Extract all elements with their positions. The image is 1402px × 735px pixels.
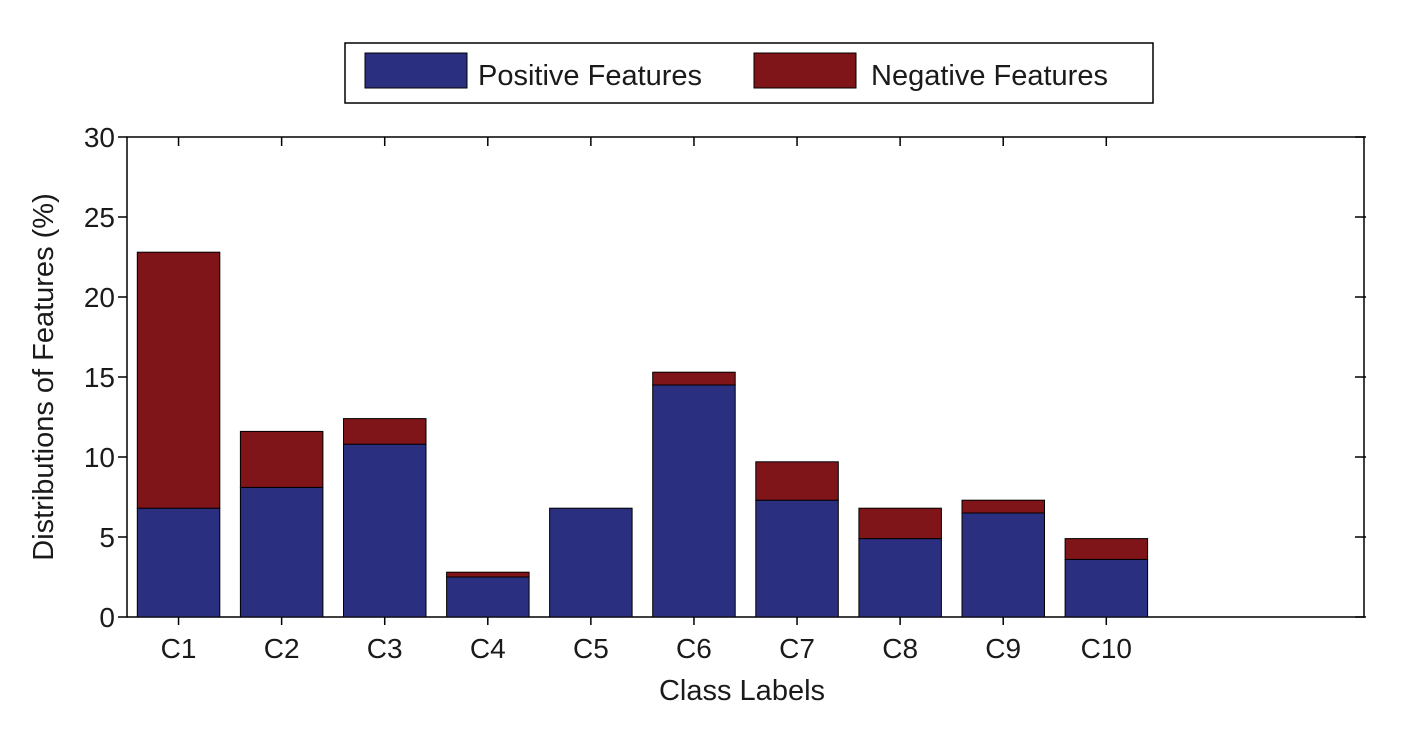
x-tick-label: C10 bbox=[1081, 633, 1132, 664]
bar-c3-negative bbox=[343, 418, 427, 445]
x-tick-label: C1 bbox=[161, 633, 197, 664]
y-tick-label: 5 bbox=[99, 522, 115, 553]
bar-c6-negative bbox=[652, 371, 736, 386]
x-tick-label: C6 bbox=[676, 633, 712, 664]
bar-c9-negative bbox=[961, 499, 1045, 514]
x-tick-labels: C1 C2 C3 C4 C5 C6 C7 C8 C9 C10 bbox=[161, 633, 1132, 664]
y-tick-label: 30 bbox=[84, 122, 115, 153]
y-tick-label: 20 bbox=[84, 282, 115, 313]
bar-c7-positive bbox=[755, 499, 839, 618]
x-tick-label: C8 bbox=[882, 633, 918, 664]
bar-c4-positive bbox=[446, 576, 530, 618]
legend-box bbox=[344, 42, 1154, 104]
x-tick-label: C9 bbox=[985, 633, 1021, 664]
bar-c5-positive bbox=[549, 507, 633, 618]
y-tick-label: 15 bbox=[84, 362, 115, 393]
bar-c4-negative bbox=[446, 571, 530, 578]
legend-swatch-negative bbox=[753, 52, 857, 89]
legend-label-negative: Negative Features bbox=[871, 60, 1108, 92]
legend-label-positive: Positive Features bbox=[478, 60, 702, 92]
x-tick-label: C3 bbox=[367, 633, 403, 664]
axis-ticks bbox=[118, 136, 1366, 625]
y-tick-labels: 0 5 10 15 20 25 30 bbox=[84, 122, 115, 633]
y-tick-label: 25 bbox=[84, 202, 115, 233]
bar-c7-negative bbox=[755, 461, 839, 501]
y-axis-title: Distributions of Features (%) bbox=[28, 193, 60, 560]
x-tick-label: C5 bbox=[573, 633, 609, 664]
bar-c6-positive bbox=[652, 384, 736, 618]
x-tick-label: C7 bbox=[779, 633, 815, 664]
x-tick-label: C2 bbox=[264, 633, 300, 664]
legend-swatch-positive bbox=[364, 52, 468, 89]
bar-c10-negative bbox=[1064, 538, 1149, 560]
bar-c9-positive bbox=[961, 512, 1045, 618]
bar-c8-negative bbox=[858, 507, 942, 540]
bar-c8-positive bbox=[858, 538, 942, 618]
y-tick-label: 10 bbox=[84, 442, 115, 473]
legend: Positive Features Negative Features bbox=[344, 42, 1154, 104]
bar-c3-positive bbox=[343, 443, 427, 618]
x-axis-title: Class Labels bbox=[659, 675, 825, 707]
bars bbox=[136, 251, 1149, 618]
bar-c2-negative bbox=[239, 430, 324, 488]
bar-c1-positive bbox=[136, 507, 221, 618]
bar-c2-positive bbox=[239, 486, 324, 618]
bar-c10-positive bbox=[1064, 558, 1149, 618]
bar-c1-negative bbox=[136, 251, 221, 509]
x-tick-label: C4 bbox=[470, 633, 506, 664]
y-tick-label: 0 bbox=[99, 602, 115, 633]
